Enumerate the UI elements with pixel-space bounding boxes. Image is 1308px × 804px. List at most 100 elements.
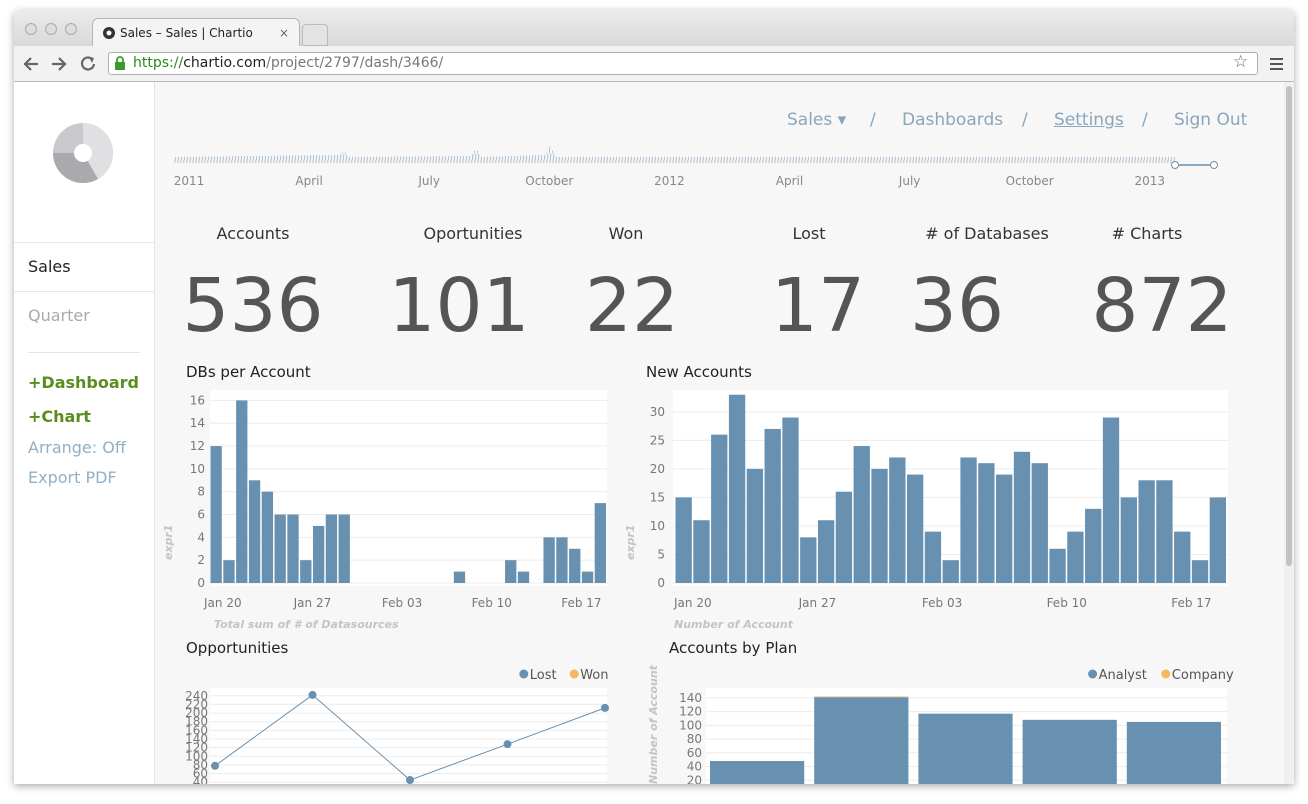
tab-close[interactable]: × [279,26,290,40]
bar [1013,451,1031,583]
scrollbar[interactable] [1284,82,1294,784]
bar [996,474,1013,583]
bar [287,514,299,583]
bar-segment [814,696,909,698]
tab-title: Sales – Sales | Chartio [120,26,253,40]
bar [312,525,325,583]
bar [1174,531,1191,583]
bar [1120,497,1137,583]
timeline-label: 2012 [654,174,685,188]
y-tick-label: 40 [193,775,208,784]
bar [248,480,261,583]
bar [1191,560,1209,583]
x-tick-label: Jan 20 [673,596,712,610]
bar [453,571,466,583]
timeline-handle[interactable] [1210,161,1218,169]
y-tick-label: 6 [197,508,205,522]
scroll-thumb[interactable] [1286,86,1292,566]
bar [693,520,710,583]
bar [543,537,555,583]
bar [746,468,764,583]
bar [517,571,530,583]
bar [1049,548,1066,583]
bar [594,503,606,583]
kpi-value: 101 [388,263,529,349]
url-host: chartio.com [183,55,267,71]
kpi-value: 872 [1091,263,1232,349]
bar [1138,480,1155,583]
y-tick-label: 140 [185,732,208,746]
point [308,690,317,699]
bar [960,457,977,583]
sidebar: Sales Quarter +Dashboard +Chart Arrange:… [14,82,155,784]
nav-separator: / [870,110,876,130]
sidebar-item[interactable]: Quarter [28,306,90,325]
lock-icon [115,56,125,70]
nav-link[interactable]: Sign Out [1174,110,1248,130]
y-tick-label: 30 [650,405,665,419]
menu-icon[interactable] [1269,56,1285,72]
dashboard-canvas: 2011 April July October 2012 April July October… [162,146,1234,784]
bar [274,514,286,583]
timeline-handle[interactable] [1171,161,1179,169]
nav-buttons[interactable] [22,54,102,74]
x-tick-label: Feb 17 [1171,596,1211,610]
bar [210,446,222,583]
tab[interactable]: Sales – Sales | Chartio × [92,18,300,47]
bookmark-star[interactable]: ☆ [1233,52,1249,72]
legend-label: Analyst [1099,668,1147,683]
y-tick-label: 200 [185,706,208,720]
url-path: /project/2797/dash/3466/ [266,55,444,71]
x-tick-label: Jan 27 [798,596,837,610]
nav-link[interactable]: Dashboards [902,110,1004,130]
bar [325,514,338,583]
export-pdf[interactable]: Export PDF [28,468,117,487]
bar-segment [1126,721,1221,784]
add-dashboard[interactable]: +Dashboard [28,373,139,392]
bar [871,468,888,583]
url-scheme: https:// [133,55,184,71]
kpi-value: 22 [585,263,679,349]
new-tab[interactable] [302,24,328,46]
kpi-value: 17 [771,263,865,349]
y-tick-label: 14 [190,416,205,430]
bar [942,560,959,583]
y-tick-label: 240 [185,689,208,703]
kpi-label: Lost [792,224,825,243]
x-tick-label: Jan 27 [293,596,332,610]
bar-segment [710,761,805,784]
address-bar[interactable]: https://chartio.com/project/2797/dash/34… [108,52,1258,75]
kpi-label: Won [609,224,644,243]
y-tick-label: 25 [650,433,665,447]
y-tick-label: 10 [650,519,665,533]
y-axis-label: expr1 [624,524,637,560]
legend-label: Won [580,668,608,683]
y-tick-label: 20 [650,462,665,476]
nav-link[interactable]: Settings [1054,110,1124,130]
add-chart[interactable]: +Chart [28,407,91,426]
bar [1031,463,1048,583]
point [406,776,414,784]
arrange-toggle[interactable]: Arrange: Off [28,438,126,457]
bar [338,514,350,583]
y-tick-label: 0 [657,576,665,590]
timeline-label: April [776,174,803,188]
legend-swatch [569,669,579,679]
y-tick-label: 0 [197,576,205,590]
x-axis-label: Total sum of # of Datasources [214,618,399,631]
y-tick-label: 180 [185,715,208,729]
y-tick-label: 120 [679,705,702,719]
y-tick-label: 16 [190,393,205,407]
nav-link[interactable]: Sales ▾ [787,110,847,130]
kpi-value: 36 [910,263,1004,349]
timeline-label: 2011 [174,174,205,188]
divider [14,242,154,243]
x-tick-label: Feb 10 [1047,596,1087,610]
kpi-label: Oportunities [423,224,522,243]
sidebar-item[interactable]: Sales [28,257,71,276]
legend-swatch [1088,669,1098,679]
nav-separator: / [1142,110,1148,130]
bar [924,531,942,583]
favicon [103,27,115,39]
